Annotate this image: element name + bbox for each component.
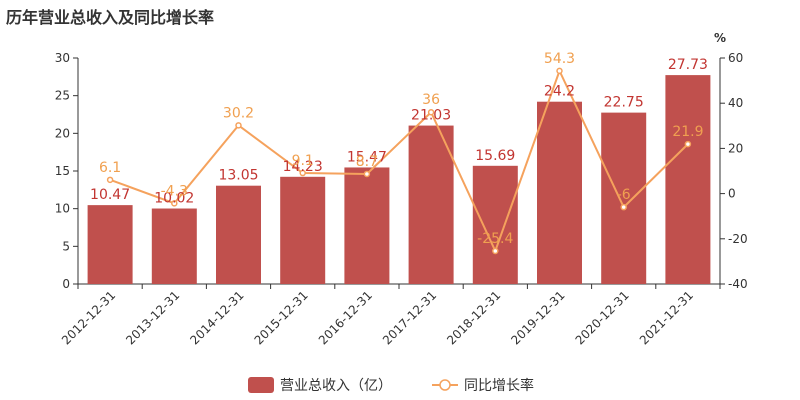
bar	[344, 167, 390, 284]
page-title: 历年营业总收入及同比增长率	[6, 8, 215, 27]
bar-data-label: 21.03	[411, 108, 451, 124]
line-point	[171, 200, 178, 207]
x-tick-label: 2015-12-31	[252, 288, 311, 347]
bar	[537, 101, 582, 285]
y-left-tick-label: 15	[55, 164, 70, 178]
bar	[408, 125, 454, 284]
y-right-tick-label: -20	[728, 232, 748, 246]
y-right-tick-label: 20	[728, 141, 743, 155]
bar	[216, 185, 261, 284]
x-tick-label: 2020-12-31	[573, 288, 632, 347]
bar-data-label: 10.02	[154, 191, 194, 207]
line-point	[492, 247, 499, 255]
line-data-label: -4.3	[161, 183, 188, 199]
y-left-tick-label: 20	[55, 126, 70, 140]
legend-bar-swatch	[248, 377, 274, 393]
line-point	[620, 203, 627, 211]
x-tick-label: 2012-12-31	[59, 288, 118, 347]
line-data-label: 54.3	[544, 51, 575, 67]
x-tick-label: 2014-12-31	[187, 288, 246, 347]
x-tick-label: 2013-12-31	[123, 288, 182, 347]
y-right-tick-label: -40	[728, 277, 748, 291]
y-left-tick-label: 25	[55, 89, 70, 103]
x-tick-label: 2021-12-31	[637, 288, 696, 347]
bar	[472, 165, 518, 284]
y-left-tick-label: 5	[62, 239, 70, 253]
line-data-label: 30.2	[223, 105, 254, 121]
line-point	[556, 67, 563, 75]
line-data-label: 9.1	[292, 153, 314, 169]
y-left-tick-label: 10	[55, 202, 70, 216]
bar-data-label: 15.47	[347, 149, 387, 165]
y-right-axis-unit: %	[714, 31, 726, 45]
bar-data-label: 22.75	[604, 95, 644, 111]
bar-data-label: 27.73	[668, 57, 708, 73]
bar	[665, 75, 711, 284]
line-point	[106, 176, 114, 184]
bar	[280, 176, 326, 284]
y-left-tick-label: 0	[62, 277, 70, 291]
growth-line	[109, 68, 689, 254]
bar	[87, 205, 133, 284]
legend-line-label: 同比增长率	[464, 377, 534, 394]
line-data-label: -25.4	[477, 231, 513, 247]
bar-data-label: 24.2	[544, 84, 575, 100]
bar-data-label: 10.47	[90, 187, 130, 203]
y-right-tick-label: 60	[728, 51, 743, 65]
line-point	[427, 108, 435, 116]
x-tick-label: 2018-12-31	[444, 288, 503, 347]
line-data-label: 36	[422, 92, 440, 108]
bar-data-label: 15.69	[475, 148, 515, 164]
line-point	[299, 169, 306, 177]
y-right-tick-label: 0	[728, 187, 736, 201]
legend-line-marker	[439, 379, 451, 391]
bar-data-label: 14.23	[283, 159, 323, 175]
line-point	[235, 122, 242, 129]
bar	[601, 112, 647, 284]
line-data-label: 8.7	[356, 154, 378, 170]
x-tick-label: 2017-12-31	[380, 288, 439, 347]
line-point	[363, 170, 371, 178]
x-tick-label: 2016-12-31	[316, 288, 375, 347]
y-left-tick-label: 30	[55, 51, 70, 65]
bar	[151, 208, 197, 284]
y-right-tick-label: 40	[728, 96, 743, 110]
line-data-label: 6.1	[99, 160, 121, 176]
line-data-label: 21.9	[672, 124, 703, 140]
legend-bar-label: 营业总收入（亿）	[280, 378, 392, 394]
bar-data-label: 13.05	[218, 168, 258, 184]
line-data-label: -6	[617, 187, 631, 203]
line-point	[684, 140, 692, 148]
x-tick-label: 2019-12-31	[508, 288, 567, 347]
